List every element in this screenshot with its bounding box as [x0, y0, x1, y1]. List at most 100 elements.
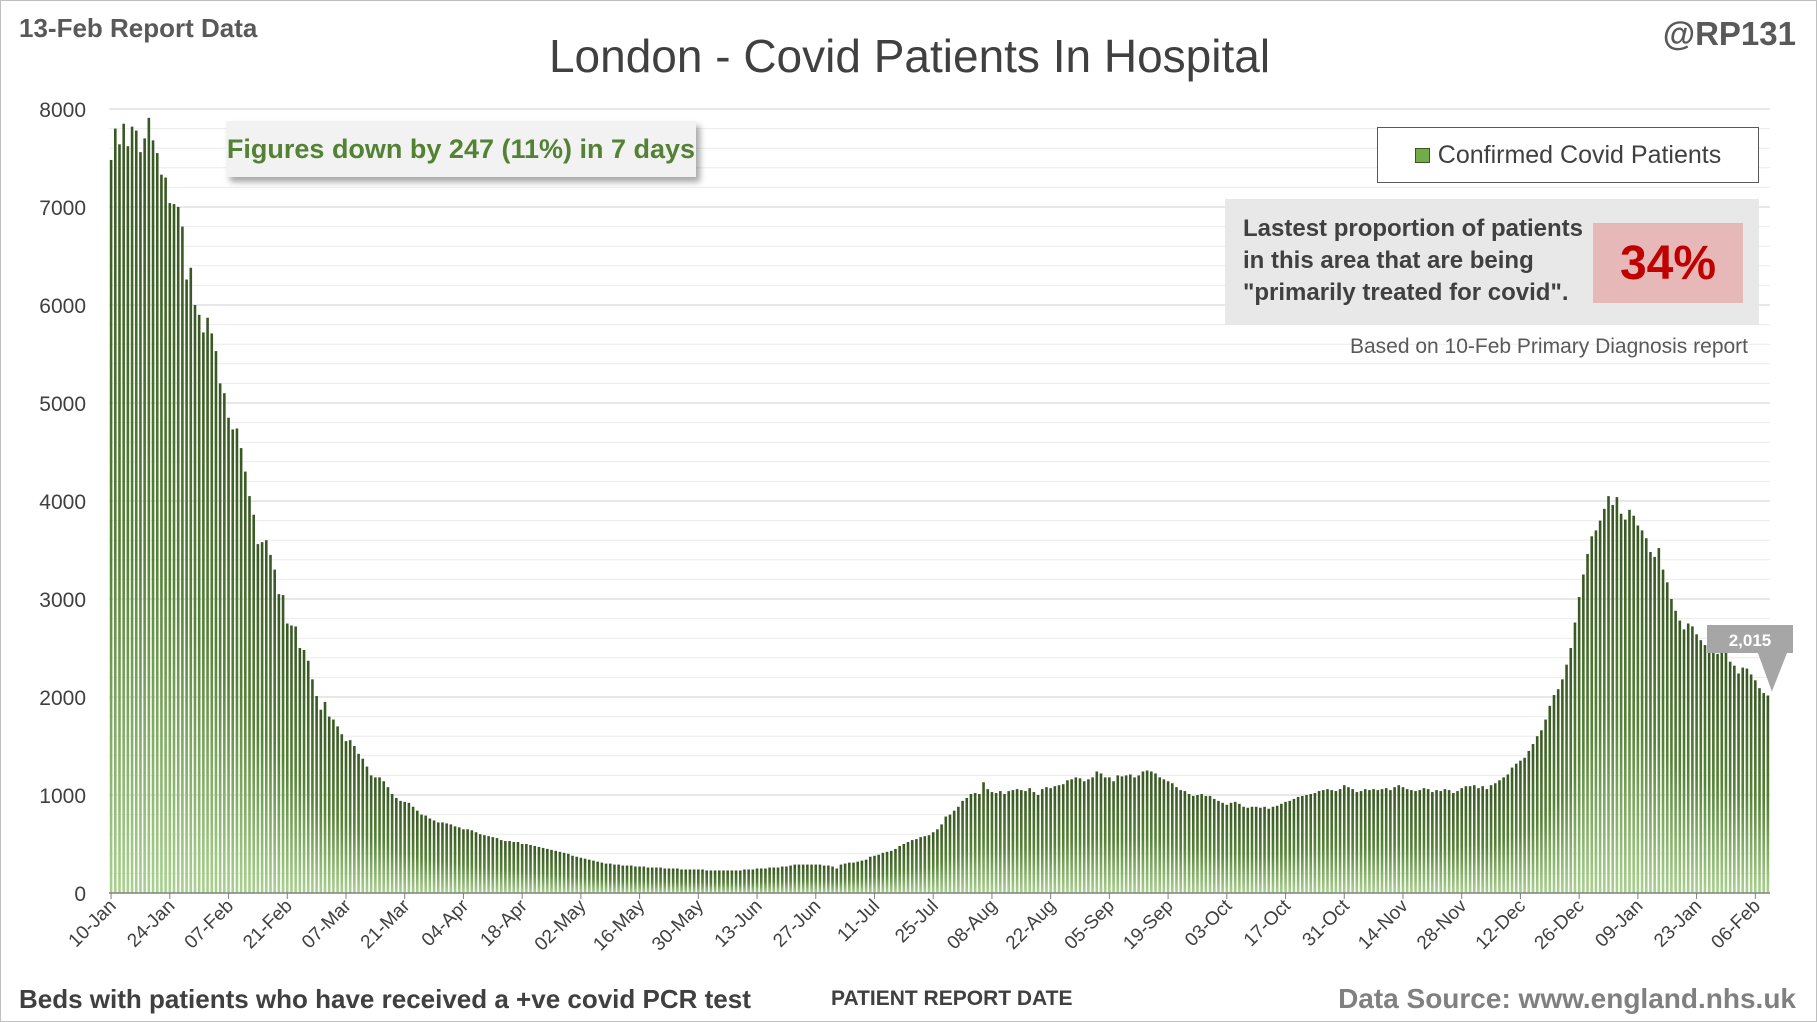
bar	[1225, 804, 1229, 893]
bar	[558, 851, 562, 893]
bar	[1720, 648, 1724, 893]
bar	[126, 146, 130, 894]
bar	[235, 428, 239, 893]
bar	[1292, 798, 1296, 893]
bar	[785, 866, 788, 893]
bar	[1577, 597, 1581, 893]
bar	[436, 822, 440, 893]
bar	[1334, 791, 1338, 893]
bar	[835, 868, 839, 893]
bar	[1628, 509, 1631, 893]
bar	[671, 868, 675, 893]
bar	[231, 429, 235, 893]
x-tick-label: 27-Jun	[769, 896, 825, 952]
proportion-text-line: Lastest proportion of patients	[1243, 215, 1584, 242]
bar	[1498, 780, 1501, 893]
x-axis-title: PATIENT REPORT DATE	[831, 987, 1073, 1010]
bar	[369, 775, 373, 893]
bar	[1024, 791, 1027, 893]
bar	[1464, 786, 1468, 893]
bar	[705, 870, 709, 893]
bar	[353, 746, 356, 893]
x-tick-label: 31-Oct	[1299, 895, 1355, 951]
bar	[604, 863, 608, 893]
bar	[1200, 794, 1203, 893]
bar	[1452, 793, 1455, 893]
bar	[273, 569, 276, 893]
bar	[898, 845, 901, 893]
bar	[814, 864, 818, 893]
bar	[529, 844, 532, 893]
bar	[332, 719, 335, 893]
bar	[227, 417, 230, 893]
bar	[1619, 513, 1623, 893]
bar	[1544, 719, 1547, 893]
bar	[323, 701, 327, 893]
bar	[495, 838, 499, 893]
x-tick-label: 04-Apr	[418, 895, 474, 951]
y-tick-label: 2000	[39, 687, 86, 710]
bar	[357, 753, 360, 893]
x-tick-label: 28-Nov	[1413, 895, 1472, 954]
bar	[952, 810, 956, 893]
bar	[181, 226, 184, 894]
x-tick-label: 11-Jul	[834, 896, 884, 946]
bar	[1284, 801, 1287, 893]
bar	[1191, 795, 1195, 893]
bar	[1682, 629, 1686, 893]
bar	[793, 864, 797, 893]
bar	[579, 857, 583, 893]
bar	[1393, 787, 1396, 893]
bar	[1489, 785, 1493, 893]
bar	[218, 383, 222, 893]
bar	[1217, 800, 1220, 893]
bar	[1166, 781, 1170, 893]
bar	[571, 855, 574, 893]
bar	[395, 797, 398, 893]
bar	[441, 822, 444, 893]
callout-label: 2,015	[1729, 631, 1772, 650]
bar	[885, 851, 889, 893]
bar	[294, 626, 297, 893]
x-tick-label: 12-Dec	[1472, 896, 1530, 954]
bar	[1271, 806, 1275, 893]
bar	[1175, 787, 1178, 893]
bar	[336, 726, 339, 893]
bar	[1007, 791, 1011, 893]
bar	[726, 870, 729, 893]
bar	[1456, 791, 1459, 893]
bar	[868, 856, 872, 893]
bar	[206, 317, 209, 893]
proportion-text: Lastest proportion of patients in this a…	[1243, 213, 1603, 309]
bar	[961, 800, 964, 893]
bar	[504, 841, 507, 893]
bar	[994, 793, 998, 893]
bar	[1376, 790, 1380, 893]
bar	[600, 862, 604, 893]
bar	[1640, 530, 1644, 893]
bar	[1049, 788, 1052, 893]
bar	[1649, 551, 1652, 893]
bar	[818, 864, 822, 893]
bar	[1095, 771, 1099, 893]
bar	[1372, 789, 1375, 893]
bar	[151, 140, 155, 894]
bar	[1242, 806, 1245, 893]
bar	[533, 845, 537, 893]
bar	[285, 623, 289, 893]
bar	[1653, 556, 1656, 893]
bar	[1082, 781, 1086, 893]
bar	[1594, 530, 1598, 893]
bar	[160, 174, 163, 893]
bar	[1754, 680, 1757, 893]
bar	[1154, 773, 1157, 893]
bar	[1422, 788, 1426, 893]
bar	[1699, 640, 1703, 893]
x-tick-label: 05-Sep	[1061, 896, 1119, 954]
x-tick-label: 07-Mar	[298, 895, 356, 953]
bar	[1644, 538, 1648, 893]
bar	[512, 842, 516, 893]
bar	[1481, 786, 1484, 893]
bar	[1305, 795, 1308, 893]
